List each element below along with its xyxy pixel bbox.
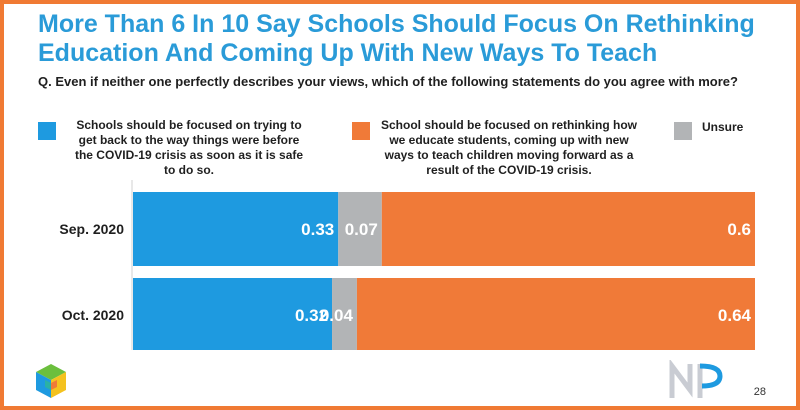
legend-label-rethink: School should be focused on rethinking h… [380,118,637,177]
legend-swatch-orange [352,122,370,140]
bar-group: Sep. 2020 0.33 0.07 0.6 Oct. 2020 0.320.04 0.6… [59,192,755,350]
np-logo-icon [668,358,726,407]
data-label-oct-2020-unsure: 0.04 [320,306,354,325]
bar-sep-2020-back [133,192,339,266]
data-label-sep-2020-rethink: 0.6 [727,220,751,239]
bar-oct-2020-back [133,278,333,350]
legend-swatch-blue [38,122,56,140]
legend-swatch-gray [674,122,692,140]
data-label-sep-2020-back: 0.33 [301,220,334,239]
legend-item-rethink: School should be focused on rethinking h… [352,118,642,182]
category-label-oct-2020: Oct. 2020 [62,307,124,323]
cube-logo-icon [34,362,68,405]
legend-label-back: Schools should be focused on trying to g… [74,118,304,177]
slide-title: More Than 6 In 10 Say Schools Should Foc… [38,10,755,67]
data-label-oct-2020-back: 0.32 [295,306,328,325]
bar-oct-2020-unsure [332,278,357,350]
stacked-bar-chart: Sep. 2020 0.33 0.07 0.6 Oct. 2020 0.320.04 0.6… [59,180,755,350]
legend-label-unsure: Unsure [702,120,744,134]
category-label-sep-2020: Sep. 2020 [59,221,124,237]
page-number: 28 [753,386,766,398]
data-label-sep-2020-unsure: 0.07 [345,220,378,239]
bar-sep-2020-rethink [381,192,755,266]
bar-sep-2020-unsure [338,192,382,266]
legend-item-unsure: Unsure [674,118,774,142]
legend-item-back: Schools should be focused on trying to g… [38,118,308,182]
bar-oct-2020-rethink [356,278,755,350]
data-label-oct-2020-rethink: 0.64 [718,306,752,325]
survey-question: Q. Even if neither one perfectly describ… [38,74,738,89]
